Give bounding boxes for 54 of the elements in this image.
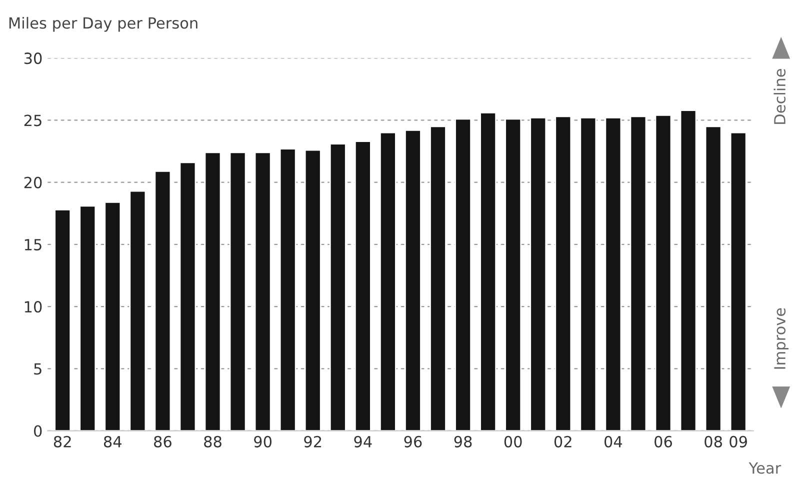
x-tick-label: 82 [54, 436, 71, 448]
bar [704, 126, 722, 431]
x-tick-label: 08 [704, 436, 722, 448]
bar [730, 132, 747, 431]
bar [79, 205, 96, 431]
bar [104, 201, 122, 431]
bar [554, 116, 572, 431]
bar [329, 143, 346, 431]
text: Decline [774, 69, 786, 124]
text: Improve [774, 308, 788, 369]
x-tick-label: 09 [730, 436, 747, 448]
y-tick-label: 30 [24, 52, 42, 64]
x-tick-label: 04 [604, 436, 622, 448]
bar [304, 149, 322, 431]
x-tick-label: 92 [304, 436, 322, 448]
bar [504, 118, 522, 431]
bar [604, 117, 622, 431]
y-axis-title: Miles per Day per Person [9, 16, 198, 32]
y-tick-label: 15 [24, 239, 42, 250]
x-tick-label: 90 [254, 436, 272, 448]
bar [380, 132, 396, 431]
bar [204, 152, 222, 431]
x-tick-label: 84 [104, 436, 122, 448]
x-tick-label: 98 [454, 436, 472, 448]
x-tick-label: 86 [154, 436, 172, 448]
x-axis-title: Year [748, 462, 782, 474]
bar [530, 117, 547, 431]
x-tick-label: 88 [204, 436, 222, 448]
x-tick-label: 00 [504, 436, 522, 448]
bar [279, 148, 296, 431]
bar [254, 152, 272, 431]
bar [680, 110, 697, 431]
bar [654, 114, 672, 431]
bar [404, 129, 422, 431]
bar [179, 162, 196, 431]
bar [154, 170, 172, 431]
x-tick-label: 02 [554, 436, 572, 448]
bar [630, 116, 647, 431]
bar [480, 112, 497, 431]
bar [430, 126, 446, 431]
bar [354, 140, 372, 431]
y-tick-label: 5 [34, 363, 42, 375]
x-tick-label: 96 [404, 436, 422, 448]
x-tick-label: 94 [354, 436, 372, 448]
y-tick-label: 25 [24, 114, 42, 126]
bar [454, 118, 472, 431]
bar [54, 208, 72, 431]
y-tick-label: 0 [34, 425, 42, 437]
x-tick-label: 06 [654, 436, 672, 448]
bar [229, 152, 246, 431]
y-tick-label: 20 [24, 176, 42, 188]
y-tick-label: 10 [24, 301, 42, 313]
bar [129, 190, 146, 431]
bar [580, 117, 597, 431]
